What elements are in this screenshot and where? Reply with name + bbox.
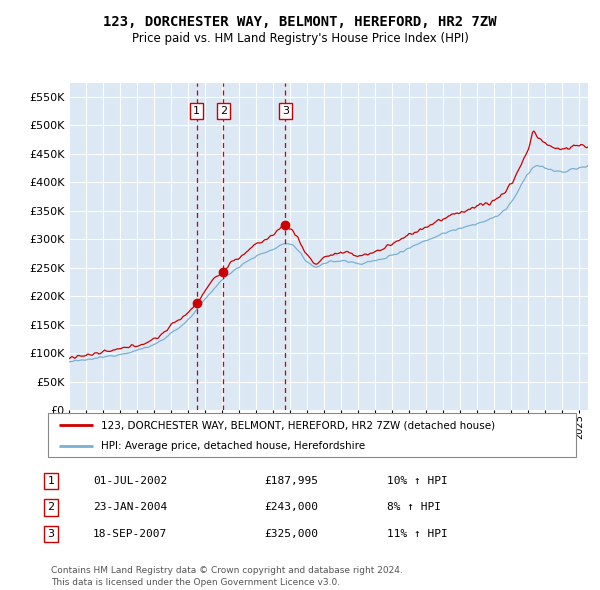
Text: Price paid vs. HM Land Registry's House Price Index (HPI): Price paid vs. HM Land Registry's House … <box>131 32 469 45</box>
Text: Contains HM Land Registry data © Crown copyright and database right 2024.
This d: Contains HM Land Registry data © Crown c… <box>51 566 403 587</box>
Text: 18-SEP-2007: 18-SEP-2007 <box>93 529 167 539</box>
Text: £325,000: £325,000 <box>264 529 318 539</box>
Text: 2: 2 <box>220 106 227 116</box>
Text: 23-JAN-2004: 23-JAN-2004 <box>93 503 167 512</box>
Text: 8% ↑ HPI: 8% ↑ HPI <box>387 503 441 512</box>
Text: 1: 1 <box>193 106 200 116</box>
Text: £243,000: £243,000 <box>264 503 318 512</box>
Text: 123, DORCHESTER WAY, BELMONT, HEREFORD, HR2 7ZW: 123, DORCHESTER WAY, BELMONT, HEREFORD, … <box>103 15 497 29</box>
Text: 3: 3 <box>282 106 289 116</box>
Text: 123, DORCHESTER WAY, BELMONT, HEREFORD, HR2 7ZW (detached house): 123, DORCHESTER WAY, BELMONT, HEREFORD, … <box>101 421 495 430</box>
Text: 11% ↑ HPI: 11% ↑ HPI <box>387 529 448 539</box>
Text: 01-JUL-2002: 01-JUL-2002 <box>93 476 167 486</box>
Text: 2: 2 <box>47 503 55 512</box>
Text: HPI: Average price, detached house, Herefordshire: HPI: Average price, detached house, Here… <box>101 441 365 451</box>
Text: 10% ↑ HPI: 10% ↑ HPI <box>387 476 448 486</box>
Text: 1: 1 <box>47 476 55 486</box>
Text: 3: 3 <box>47 529 55 539</box>
Text: £187,995: £187,995 <box>264 476 318 486</box>
